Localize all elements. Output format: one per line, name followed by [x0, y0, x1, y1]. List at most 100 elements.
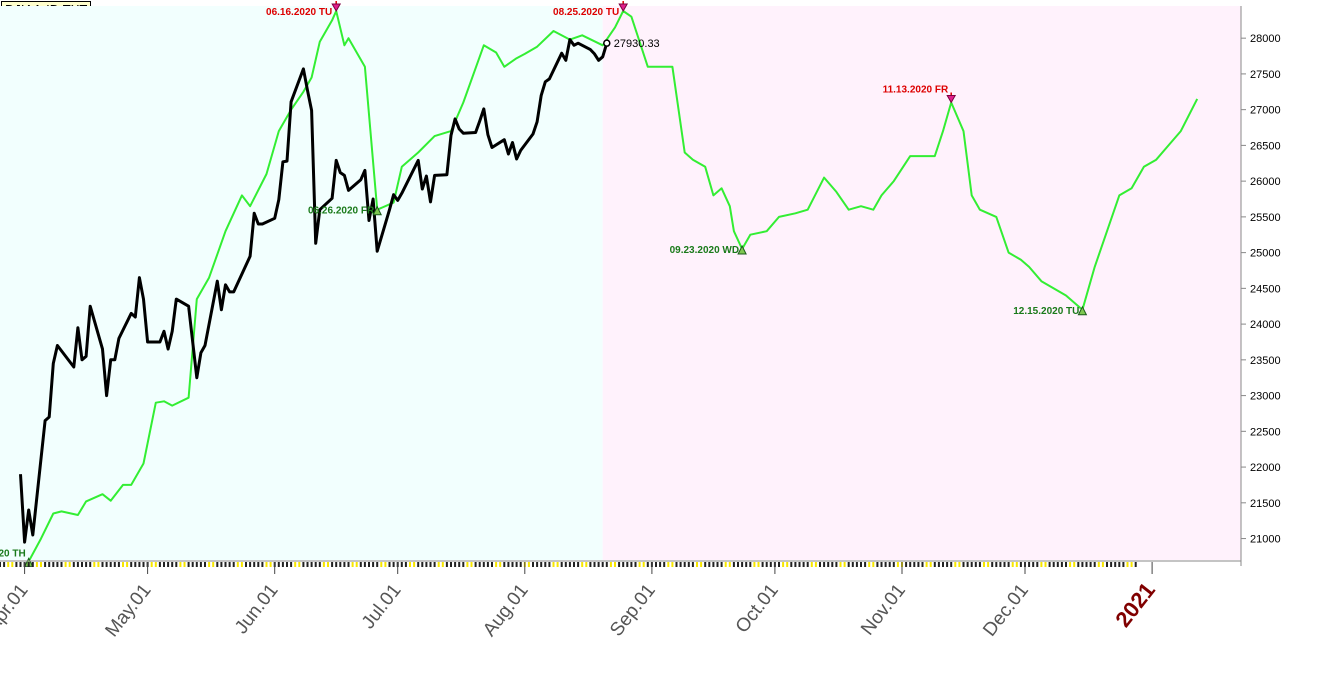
x-day-tick [1052, 562, 1055, 567]
x-day-tick [466, 562, 469, 567]
x-day-tick [359, 562, 362, 567]
x-day-tick [671, 562, 674, 567]
x-day-tick [880, 562, 883, 567]
x-day-tick [720, 562, 723, 567]
x-day-tick [1089, 562, 1092, 567]
x-day-tick [339, 562, 342, 567]
x-day-tick [15, 562, 18, 567]
x-day-tick [409, 562, 411, 567]
x-day-tick [577, 562, 580, 567]
trough-arrow-icon [372, 205, 383, 216]
x-day-tick [888, 562, 891, 567]
x-tick-label: 2021 [1110, 578, 1160, 632]
x-day-tick [72, 562, 75, 567]
x-day-tick [1007, 562, 1010, 567]
x-day-tick [322, 562, 325, 567]
x-day-tick [585, 562, 588, 567]
x-day-tick [618, 562, 621, 567]
x-day-tick [1073, 562, 1076, 567]
x-day-tick [769, 562, 772, 567]
x-day-tick [536, 562, 539, 567]
x-day-tick [302, 562, 305, 567]
x-day-tick [335, 562, 338, 567]
x-day-tick [187, 562, 190, 567]
x-day-tick [1093, 562, 1096, 567]
x-day-tick [634, 562, 637, 567]
x-day-tick [544, 562, 547, 567]
x-day-tick [19, 562, 22, 567]
x-day-tick [462, 562, 465, 567]
x-tick-label: May.01 [101, 580, 155, 641]
x-day-tick [126, 562, 129, 567]
x-day-tick [445, 562, 448, 567]
x-day-tick [663, 562, 666, 567]
x-day-tick [630, 562, 633, 567]
y-tick-label: 24000 [1250, 319, 1281, 331]
x-day-tick [331, 562, 334, 567]
x-day-tick [150, 562, 153, 567]
x-day-tick [228, 562, 231, 567]
x-day-tick [368, 562, 370, 567]
x-day-tick [478, 562, 481, 567]
x-day-tick [11, 562, 14, 567]
x-tick-label: Sep.01 [606, 580, 660, 640]
x-day-tick [204, 562, 206, 567]
x-day-tick [917, 562, 920, 567]
x-day-tick [954, 562, 957, 567]
x-day-tick [392, 562, 395, 567]
x-day-tick [999, 562, 1002, 567]
x-day-tick [1114, 562, 1117, 567]
x-day-tick [532, 562, 534, 567]
x-day-tick [786, 562, 789, 567]
x-day-tick [179, 562, 182, 567]
x-day-tick [806, 562, 809, 567]
forecast-background [602, 6, 1241, 560]
x-day-tick [683, 562, 686, 567]
trough-label: 09.23.2020 WD [670, 245, 740, 256]
x-day-tick [675, 562, 678, 567]
x-day-tick [372, 562, 375, 567]
x-day-tick [191, 562, 194, 567]
x-day-tick [265, 562, 268, 567]
peak-label: 08.25.2020 TU [553, 7, 619, 18]
x-day-tick [601, 562, 604, 567]
x-day-tick [89, 562, 92, 567]
x-day-tick [158, 562, 161, 567]
x-day-tick [327, 562, 329, 567]
x-day-tick [257, 562, 260, 567]
x-day-tick [495, 562, 498, 567]
x-day-tick [978, 562, 981, 567]
x-day-tick [814, 562, 817, 567]
x-day-tick [1101, 562, 1104, 567]
x-day-tick [987, 562, 990, 567]
x-day-tick [433, 562, 436, 567]
trough-arrow-icon [737, 244, 747, 255]
x-day-tick [942, 562, 944, 567]
x-day-tick [737, 562, 739, 567]
x-day-tick [728, 562, 731, 567]
x-day-tick [1134, 562, 1137, 567]
x-day-tick [974, 562, 977, 567]
y-tick-label: 26500 [1250, 140, 1281, 152]
x-day-tick [421, 562, 424, 567]
x-day-tick [1118, 562, 1121, 567]
x-day-tick [56, 562, 59, 567]
x-day-tick [31, 562, 34, 567]
x-day-tick [564, 562, 567, 567]
x-day-tick [552, 562, 555, 567]
x-day-tick [306, 562, 309, 567]
x-day-tick [638, 562, 641, 567]
x-day-tick [851, 562, 854, 567]
x-day-tick [1085, 562, 1088, 567]
x-day-tick [429, 562, 432, 567]
x-day-tick [691, 562, 694, 567]
x-tick-label: Apr.01 [0, 580, 33, 636]
x-day-tick [281, 562, 284, 567]
x-day-tick [905, 562, 908, 567]
x-day-tick [208, 562, 211, 567]
x-day-tick [163, 562, 165, 567]
x-day-tick [52, 562, 55, 567]
x-day-tick [253, 562, 256, 567]
x-day-tick [199, 562, 202, 567]
